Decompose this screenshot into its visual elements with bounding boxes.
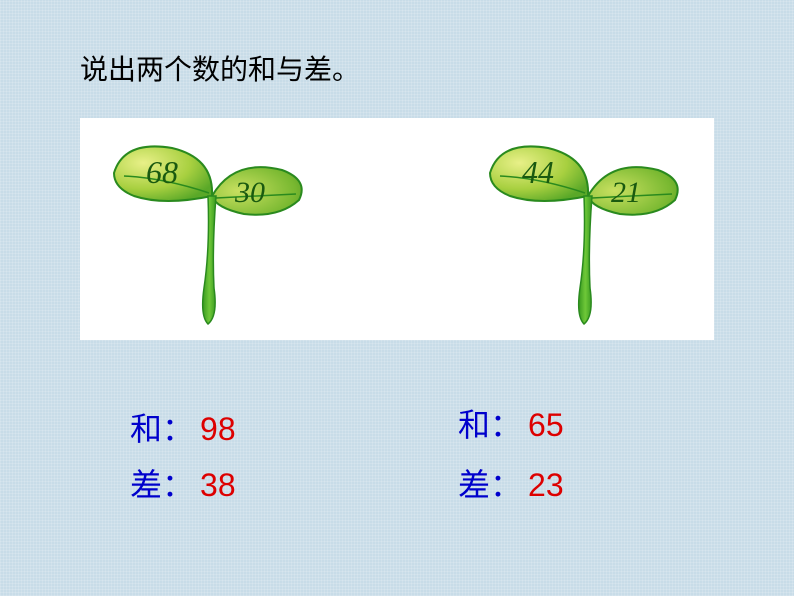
sprout-1-svg: 68 30: [104, 138, 324, 328]
answer-right-diff: 差：23: [458, 460, 564, 506]
sprout-1: 68 30: [104, 138, 324, 333]
sprout-panel: 68 30: [80, 118, 714, 340]
diff-label: 差：: [130, 467, 194, 503]
sprout-2-svg: 44 21: [480, 138, 700, 328]
sum-value: 65: [528, 407, 564, 443]
answer-left-sum: 和：98: [130, 404, 236, 450]
page-title: 说出两个数的和与差。: [80, 48, 360, 88]
sum-label: 和：: [130, 411, 194, 447]
diff-label: 差：: [458, 467, 522, 503]
diff-value: 23: [528, 467, 564, 503]
sprout-2: 44 21: [480, 138, 700, 333]
sprout-2-right-value: 21: [611, 176, 641, 209]
diff-value: 38: [200, 467, 236, 503]
sum-label: 和：: [458, 407, 522, 443]
sum-value: 98: [200, 411, 236, 447]
answer-right-sum: 和：65: [458, 400, 564, 446]
sprout-2-left-value: 44: [522, 154, 554, 190]
sprout-1-left-value: 68: [146, 154, 178, 190]
answer-left-diff: 差：38: [130, 460, 236, 506]
sprout-1-right-value: 30: [234, 176, 265, 209]
